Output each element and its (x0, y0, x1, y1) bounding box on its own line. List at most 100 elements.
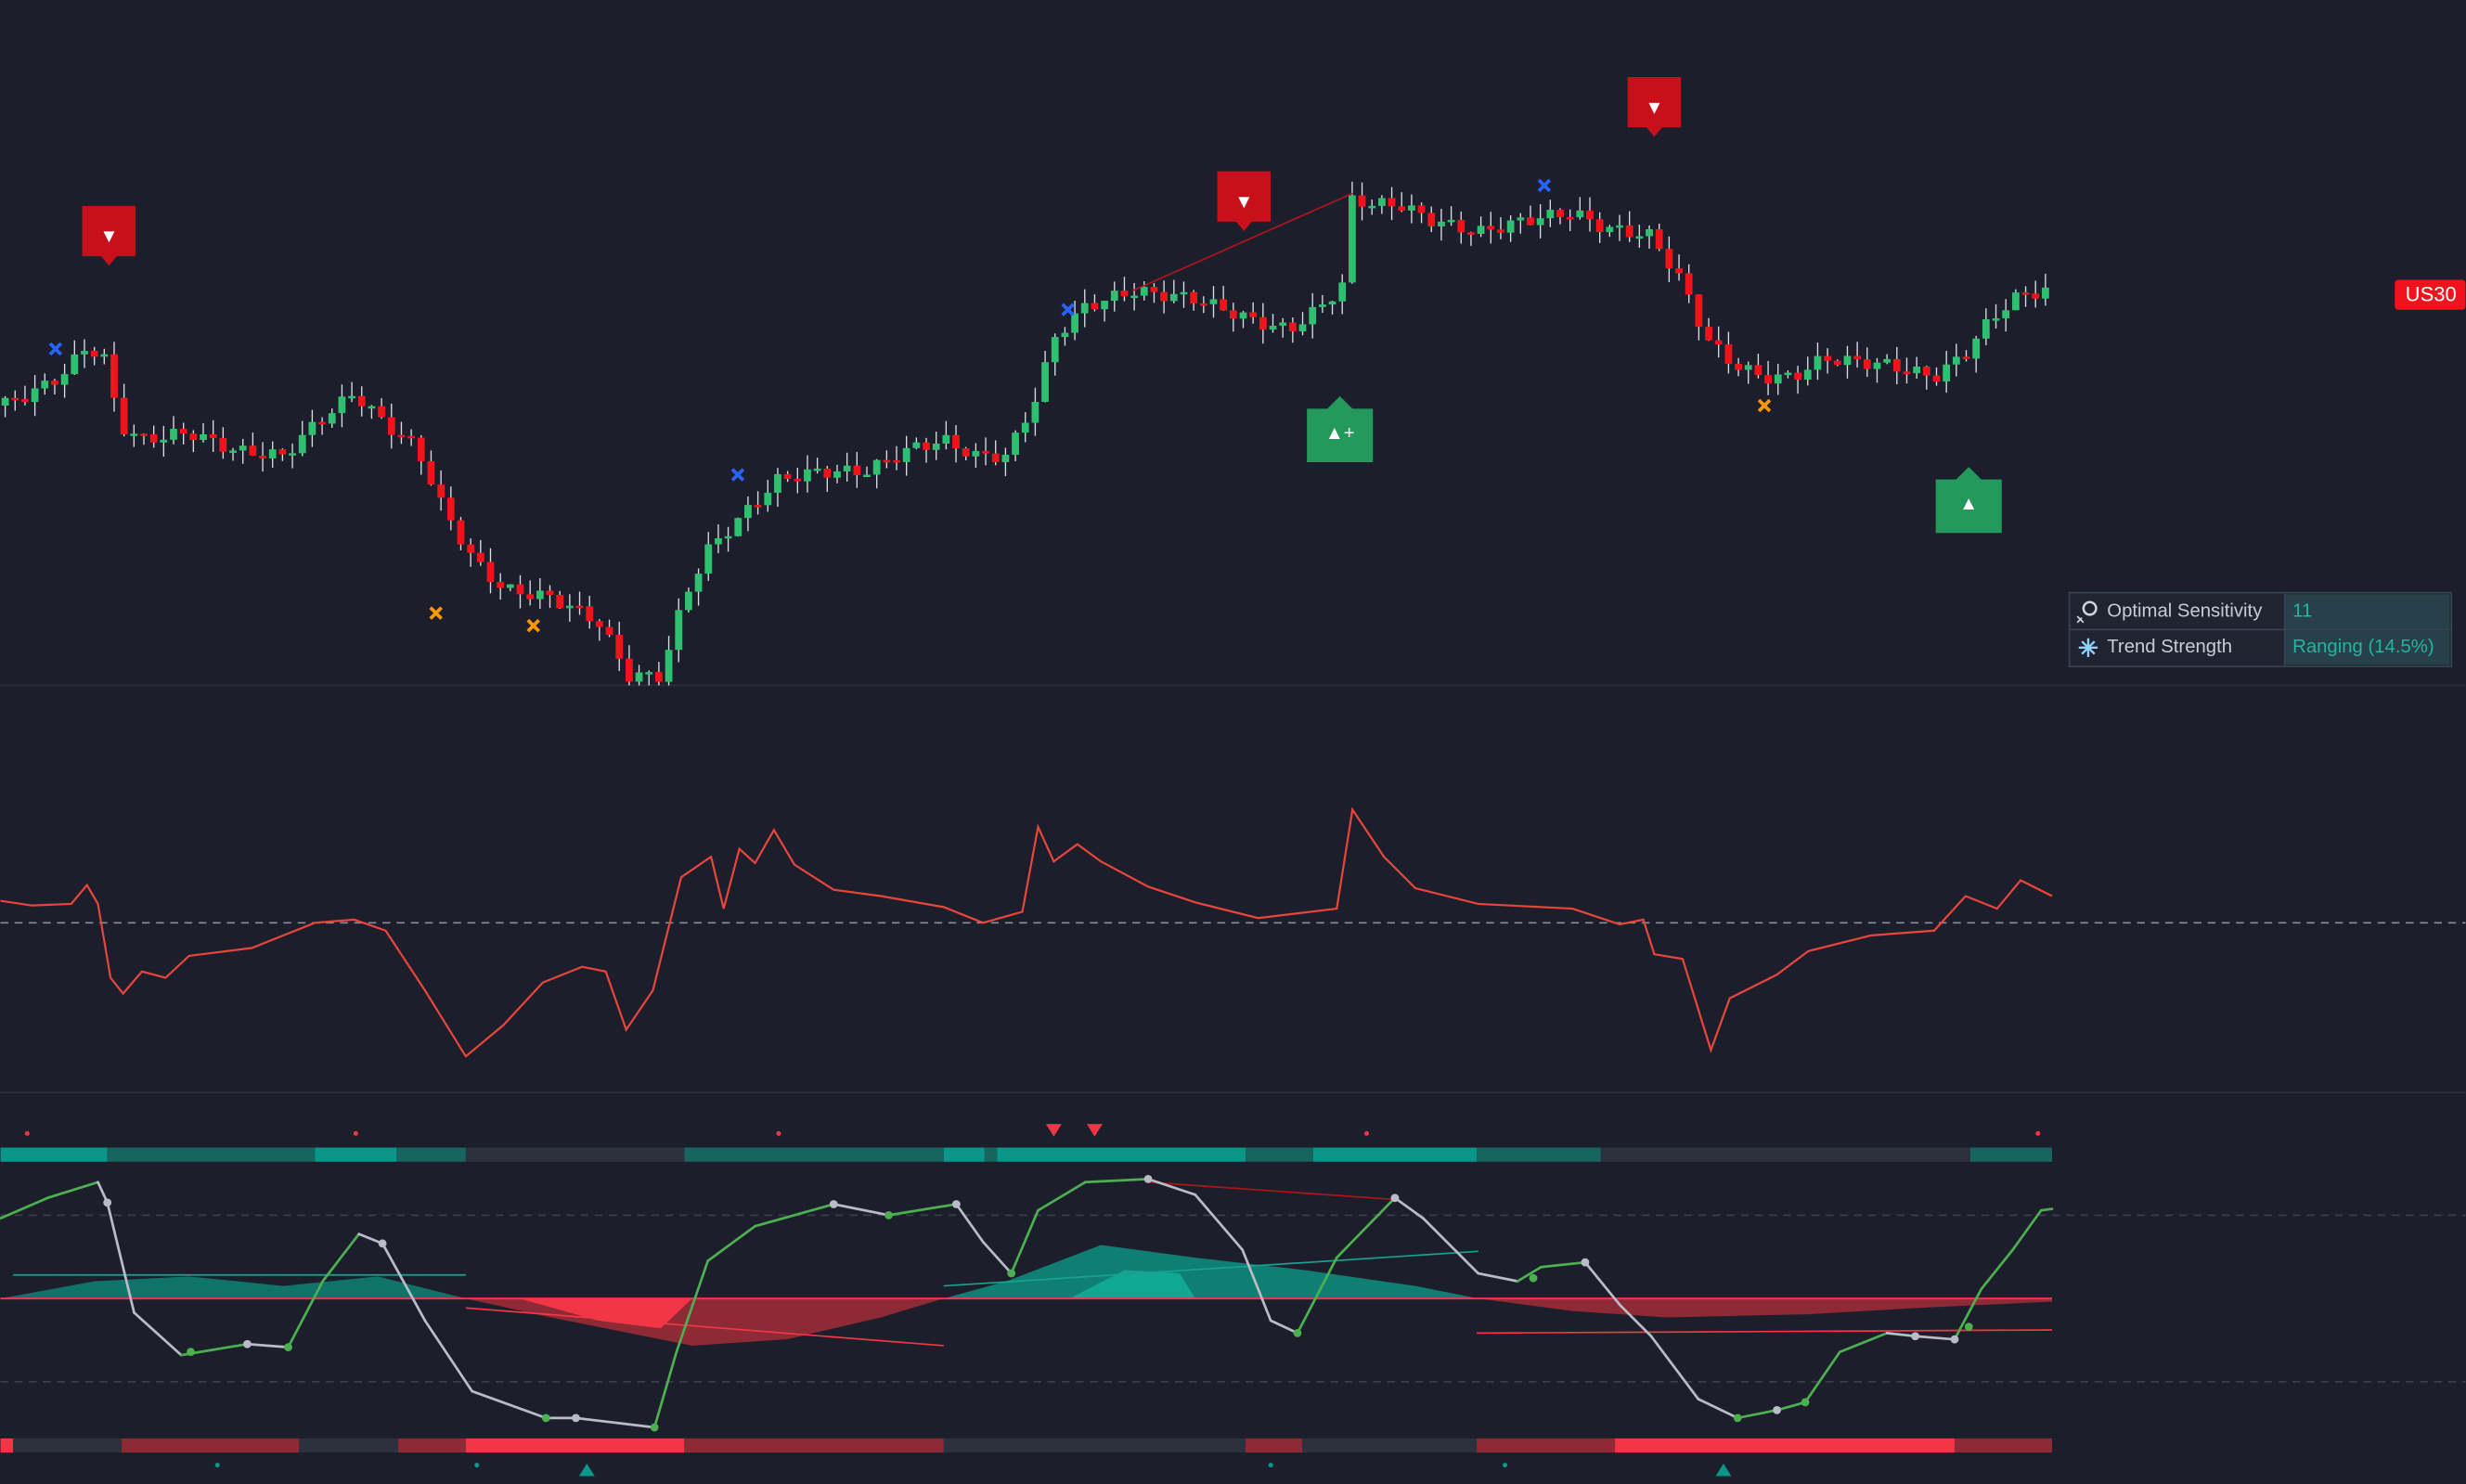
candle-body (1843, 355, 1852, 366)
candle-body (1695, 294, 1703, 328)
candle-body (883, 459, 891, 463)
wave-segment (287, 1280, 325, 1349)
candle-body (1487, 226, 1495, 230)
wave-segment (754, 1203, 835, 1228)
candle-body (1348, 195, 1356, 283)
candle-body (893, 459, 900, 463)
candle-body (21, 399, 29, 403)
candle-body (1883, 358, 1891, 363)
wave-segment (2039, 1207, 2054, 1212)
candle-body (189, 433, 198, 441)
candle-body (1546, 210, 1555, 219)
wave-segment (675, 1259, 710, 1354)
wave-dot (1733, 1413, 1742, 1423)
candle-body (1932, 375, 1941, 382)
candle-body (1318, 304, 1326, 307)
wave-dot (884, 1210, 893, 1219)
candle-body (318, 421, 326, 425)
candle-body (665, 650, 673, 682)
table-label: Trend Strength (2107, 637, 2232, 657)
candle-body (1368, 205, 1376, 209)
candle-body (1784, 372, 1792, 376)
wave-dot (187, 1348, 195, 1357)
candle-body (1665, 249, 1673, 269)
candle-body (1714, 340, 1723, 345)
candle-body (575, 605, 584, 609)
candle-body (912, 442, 921, 448)
wave-segment (832, 1203, 890, 1217)
candle-body (1646, 229, 1653, 237)
candle-body (1467, 232, 1475, 235)
candle-body (1892, 358, 1901, 372)
candle-body (357, 395, 366, 406)
state-bar (107, 1147, 316, 1162)
candle-body (754, 505, 762, 508)
wave-segment (1953, 1287, 1983, 1341)
candle-body (1705, 327, 1712, 341)
wave-dot (951, 1200, 961, 1208)
wave-segment (246, 1342, 290, 1349)
candle-body (1655, 229, 1663, 250)
candle-body (120, 397, 128, 435)
wave-segment (887, 1203, 958, 1217)
wave-segment (1618, 1303, 1653, 1338)
state-bar (1600, 1147, 1970, 1162)
wave-segment (1422, 1217, 1480, 1275)
candle-body (1, 397, 9, 406)
candle-body (1388, 198, 1396, 207)
dot (24, 1130, 30, 1136)
wave-dot (1964, 1323, 1973, 1332)
state-bar (299, 1438, 399, 1453)
candle-body (1279, 322, 1287, 326)
candle-body (446, 497, 455, 521)
wave-segment (1980, 1248, 2015, 1291)
wave-segment (652, 1350, 678, 1429)
signal-label: ▲+ (1325, 423, 1355, 444)
candle-body (1061, 332, 1069, 338)
candle-body (1447, 219, 1455, 223)
candle-body (595, 621, 603, 627)
bear-area (1478, 1298, 2052, 1318)
candle-body (1012, 432, 1019, 455)
candle-body (467, 544, 475, 553)
candle-body (615, 635, 624, 659)
candle-body (1130, 295, 1139, 299)
candle-body (289, 453, 296, 456)
candle-body (724, 536, 732, 539)
candle-body (219, 437, 227, 452)
dot (1363, 1130, 1370, 1136)
x-marker (730, 468, 745, 482)
candle-body (2011, 292, 2020, 311)
buy-signal (1935, 467, 2002, 534)
candle-body (179, 429, 187, 434)
candle-body (1794, 372, 1801, 381)
candle-body (1913, 366, 1921, 374)
candle-body (1239, 312, 1247, 319)
candle-body (1922, 366, 1930, 376)
trend-line (943, 1250, 1478, 1287)
wave-dot (829, 1200, 838, 1208)
bear-triangle (1086, 1124, 1103, 1137)
candle-body (1497, 229, 1504, 233)
wave-segment (1649, 1335, 1700, 1400)
candle-body (348, 395, 355, 399)
cell (2284, 630, 2450, 665)
candle-body (1586, 210, 1594, 220)
wave-segment (45, 1181, 99, 1200)
candle-body (1031, 402, 1039, 423)
candle-body (170, 429, 177, 440)
candle-body (130, 433, 138, 436)
dot (2035, 1130, 2041, 1136)
wave-dot (284, 1343, 292, 1352)
candle-body (1566, 216, 1574, 220)
state-bar (684, 1438, 944, 1453)
wave-segment (1241, 1248, 1272, 1323)
candle-body (457, 520, 465, 545)
candle-body (368, 406, 376, 409)
trend-line (1147, 1181, 1396, 1201)
candle-body (506, 584, 514, 588)
candle-body (1288, 322, 1297, 332)
wave-segment (1146, 1178, 1197, 1196)
wave-segment (1803, 1350, 1841, 1404)
